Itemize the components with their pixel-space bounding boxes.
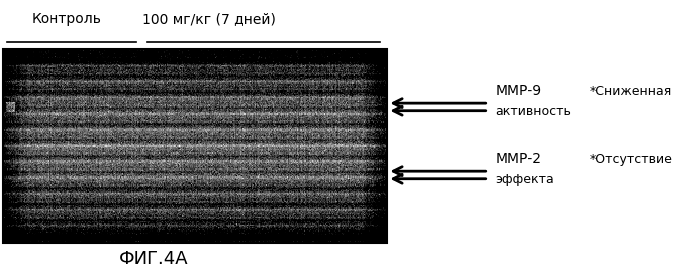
Text: активность: активность xyxy=(496,105,572,118)
Text: ММР-2: ММР-2 xyxy=(496,153,542,166)
Text: *Отсутствие: *Отсутствие xyxy=(590,153,673,166)
Text: эффекта: эффекта xyxy=(496,173,554,186)
Text: ФИГ.4А: ФИГ.4А xyxy=(119,250,188,268)
Text: 100 мг/кг (7 дней): 100 мг/кг (7 дней) xyxy=(142,12,276,26)
Text: *Сниженная: *Сниженная xyxy=(590,85,672,98)
Text: Контроль: Контроль xyxy=(31,12,101,26)
Bar xyxy=(3,49,387,243)
Text: ММР-9: ММР-9 xyxy=(496,85,542,98)
